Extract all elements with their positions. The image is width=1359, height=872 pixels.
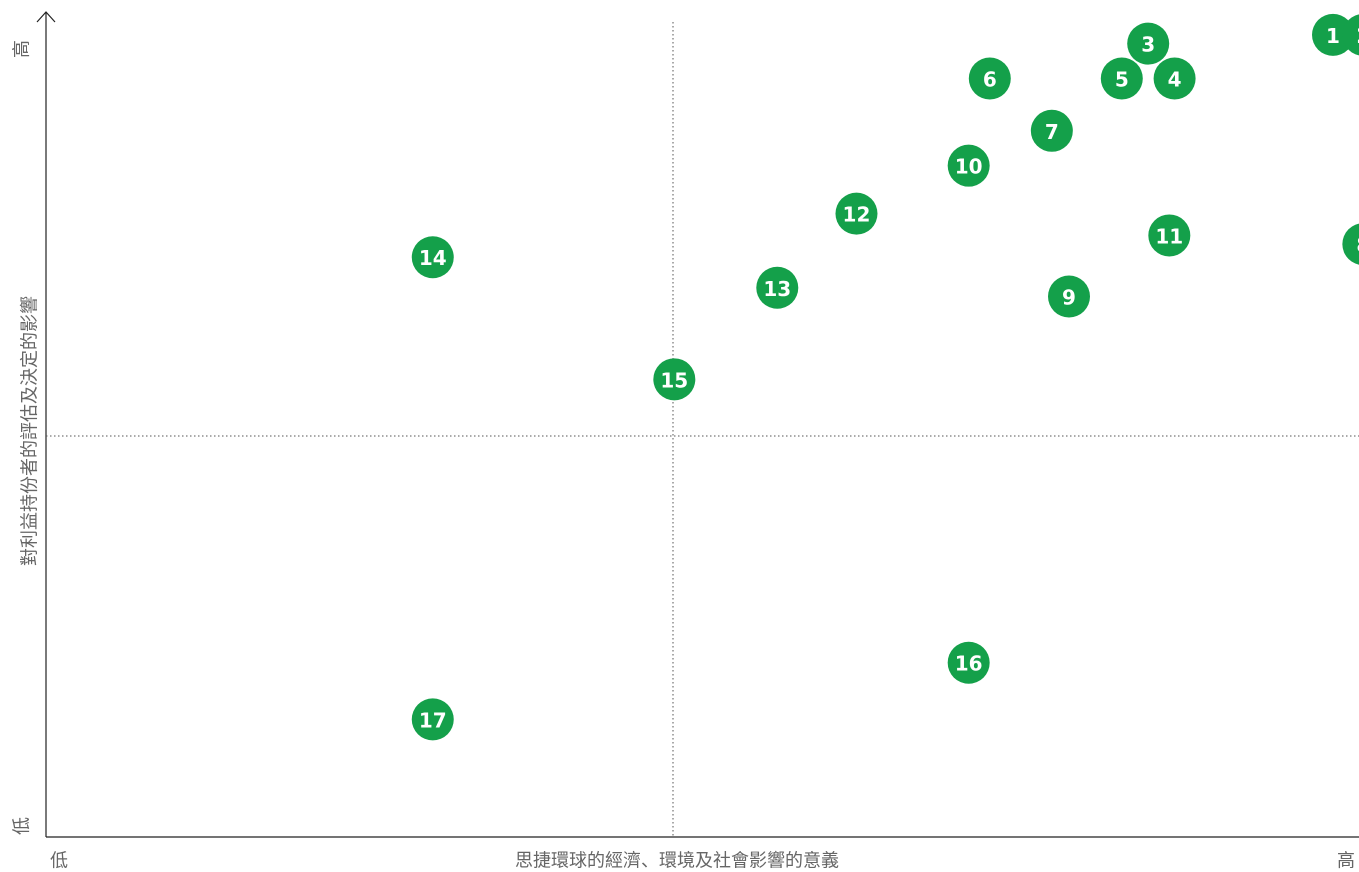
data-point-label: 4 (1168, 67, 1182, 91)
y-axis-arrow (36, 11, 56, 23)
data-point-label: 14 (419, 246, 447, 270)
data-point-marker (947, 641, 990, 684)
data-point-label: 17 (419, 708, 447, 732)
data-point-label: 16 (955, 652, 983, 676)
data-point-14: 14 (411, 236, 454, 279)
data-point-label: 3 (1141, 33, 1155, 57)
data-point-marker (1342, 14, 1359, 56)
data-point-label: 8 (1356, 233, 1359, 257)
data-point-15: 15 (653, 358, 696, 401)
data-point-label: 15 (660, 368, 688, 392)
data-point-7: 7 (1030, 109, 1073, 152)
data-point-3: 3 (1127, 22, 1170, 65)
data-point-marker (968, 57, 1011, 100)
data-point-label: 5 (1115, 67, 1129, 91)
data-point-label: 1 (1326, 24, 1340, 48)
data-point-marker (653, 358, 696, 401)
data-point-marker (1312, 13, 1354, 56)
data-point-marker (756, 266, 799, 309)
data-point-label: 2 (1356, 24, 1359, 48)
data-point-label: 10 (955, 155, 983, 179)
data-point-10: 10 (947, 144, 990, 187)
data-point-17: 17 (411, 698, 454, 741)
data-point-12: 12 (835, 192, 878, 235)
data-point-marker (947, 144, 990, 187)
y-axis-high-label: 高 (12, 40, 33, 58)
data-point-label: 7 (1045, 120, 1059, 144)
data-point-marker (1127, 22, 1170, 65)
data-point-2: 2 (1342, 14, 1359, 56)
y-axis-low-label: 低 (12, 817, 33, 835)
data-point-13: 13 (756, 266, 799, 309)
data-points: 1234567891011121314151617 (411, 13, 1359, 741)
data-point-marker (411, 236, 454, 279)
data-point-label: 9 (1062, 285, 1076, 309)
data-point-label: 6 (983, 67, 997, 91)
data-point-label: 12 (843, 203, 871, 227)
y-axis-title: 對利益持份者的評估及決定的影響 (20, 296, 41, 566)
data-point-5: 5 (1100, 57, 1143, 100)
data-point-4: 4 (1153, 57, 1196, 100)
data-point-16: 16 (947, 641, 990, 684)
data-point-label: 11 (1155, 224, 1183, 248)
data-point-8: 8 (1342, 223, 1359, 265)
data-point-label: 13 (763, 277, 791, 301)
x-axis-high-label: 高 (1337, 851, 1355, 872)
data-point-marker (1153, 57, 1196, 100)
data-point-1: 1 (1312, 13, 1354, 56)
data-point-11: 11 (1148, 214, 1191, 257)
x-axis-title: 思捷環球的經濟、環境及社會影響的意義 (515, 851, 839, 872)
data-point-9: 9 (1048, 275, 1090, 318)
data-point-6: 6 (968, 57, 1011, 100)
data-point-marker (1100, 57, 1143, 100)
data-point-marker (1342, 223, 1359, 265)
data-point-marker (835, 192, 878, 235)
data-point-marker (1030, 109, 1073, 152)
x-axis-low-label: 低 (50, 851, 68, 872)
data-point-marker (1048, 275, 1090, 318)
data-point-marker (411, 698, 454, 741)
data-point-marker (1148, 214, 1191, 257)
